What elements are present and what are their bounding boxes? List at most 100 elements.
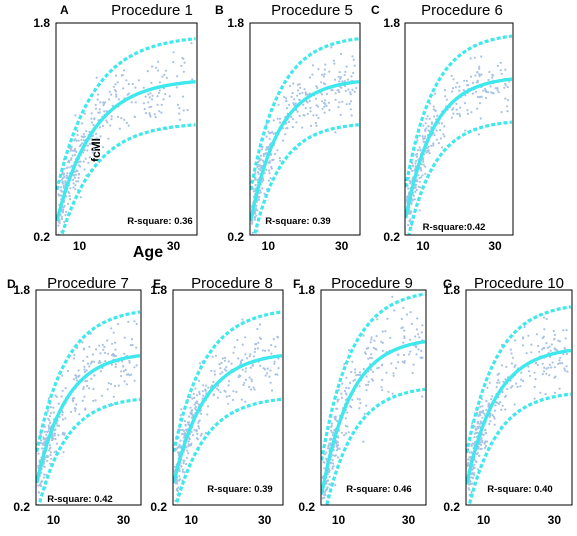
data-point [270,165,273,168]
data-point [397,361,400,364]
data-point [120,74,123,77]
data-point [122,370,126,373]
data-point [125,383,128,386]
data-point [190,416,193,419]
data-point [61,374,64,377]
data-point [417,348,420,351]
data-point [414,190,417,193]
data-point [48,444,52,447]
data-point [79,160,82,163]
data-point [88,156,91,159]
data-point [359,402,362,405]
data-point [442,133,445,136]
data-point [381,341,384,344]
data-point [433,134,436,137]
data-point [40,442,43,445]
data-point [228,394,231,397]
data-point [534,378,537,381]
data-point [117,323,120,326]
data-point [340,392,343,395]
data-point [499,69,502,72]
data-point [53,434,56,437]
data-point [256,347,260,350]
data-point [183,433,186,436]
data-point [546,346,549,349]
data-point [403,360,406,363]
data-point [545,317,548,321]
data-point [239,360,242,363]
data-point [434,92,437,95]
data-point [506,110,509,113]
data-point [522,379,525,383]
data-point [125,79,128,82]
data-point [147,93,150,96]
data-point [557,362,560,366]
data-point [538,350,541,353]
data-point [541,373,544,376]
data-point [74,147,77,151]
plot-frame [249,22,361,236]
data-point [478,73,481,76]
data-point [52,411,55,414]
data-point [52,406,55,409]
data-point [317,68,320,71]
data-point [224,390,227,393]
data-point [73,353,76,356]
data-point [260,148,264,151]
data-point [348,102,351,105]
data-point [181,432,185,435]
data-point [102,124,105,127]
data-point [334,484,337,487]
data-point [344,432,348,435]
data-point [86,149,89,152]
data-point [282,139,285,142]
data-point [193,429,196,432]
x-tick-label: 30 [117,513,131,527]
data-point [494,404,497,407]
data-point [265,146,268,149]
data-point [163,73,166,76]
data-point [85,369,88,372]
data-point [302,114,305,117]
fit-curve [466,348,572,485]
data-point [414,186,417,189]
data-point [315,104,318,107]
data-point [471,468,474,471]
data-point [120,374,123,378]
data-point [471,81,475,85]
data-point [184,424,187,427]
data-point [112,395,115,398]
data-point [358,398,361,401]
data-point [61,190,64,193]
data-point [412,165,415,168]
data-point [309,106,312,109]
data-point [381,378,384,381]
data-point [515,382,518,385]
data-point [528,370,531,373]
data-point [370,357,373,360]
data-point [441,146,444,149]
data-point [114,74,118,77]
data-point [467,462,470,465]
data-point [424,165,427,168]
data-point [210,369,213,372]
chart-panel-e: Procedure 8 E1.8 0.2 10 30 R-square: 0.39 [150,275,284,527]
data-point [277,357,280,360]
data-point [315,124,318,127]
data-point [290,115,293,119]
data-point [255,204,258,207]
data-point [109,124,112,127]
data-point [37,491,41,494]
data-point [338,91,341,94]
data-point [90,112,93,115]
data-point [312,114,315,117]
data-point [481,411,484,414]
data-point [185,462,188,466]
data-point [410,211,413,214]
data-point [86,355,89,358]
data-point [341,382,344,385]
data-point [272,132,275,135]
data-point [351,360,354,363]
data-point [70,164,73,167]
data-point [520,378,523,381]
